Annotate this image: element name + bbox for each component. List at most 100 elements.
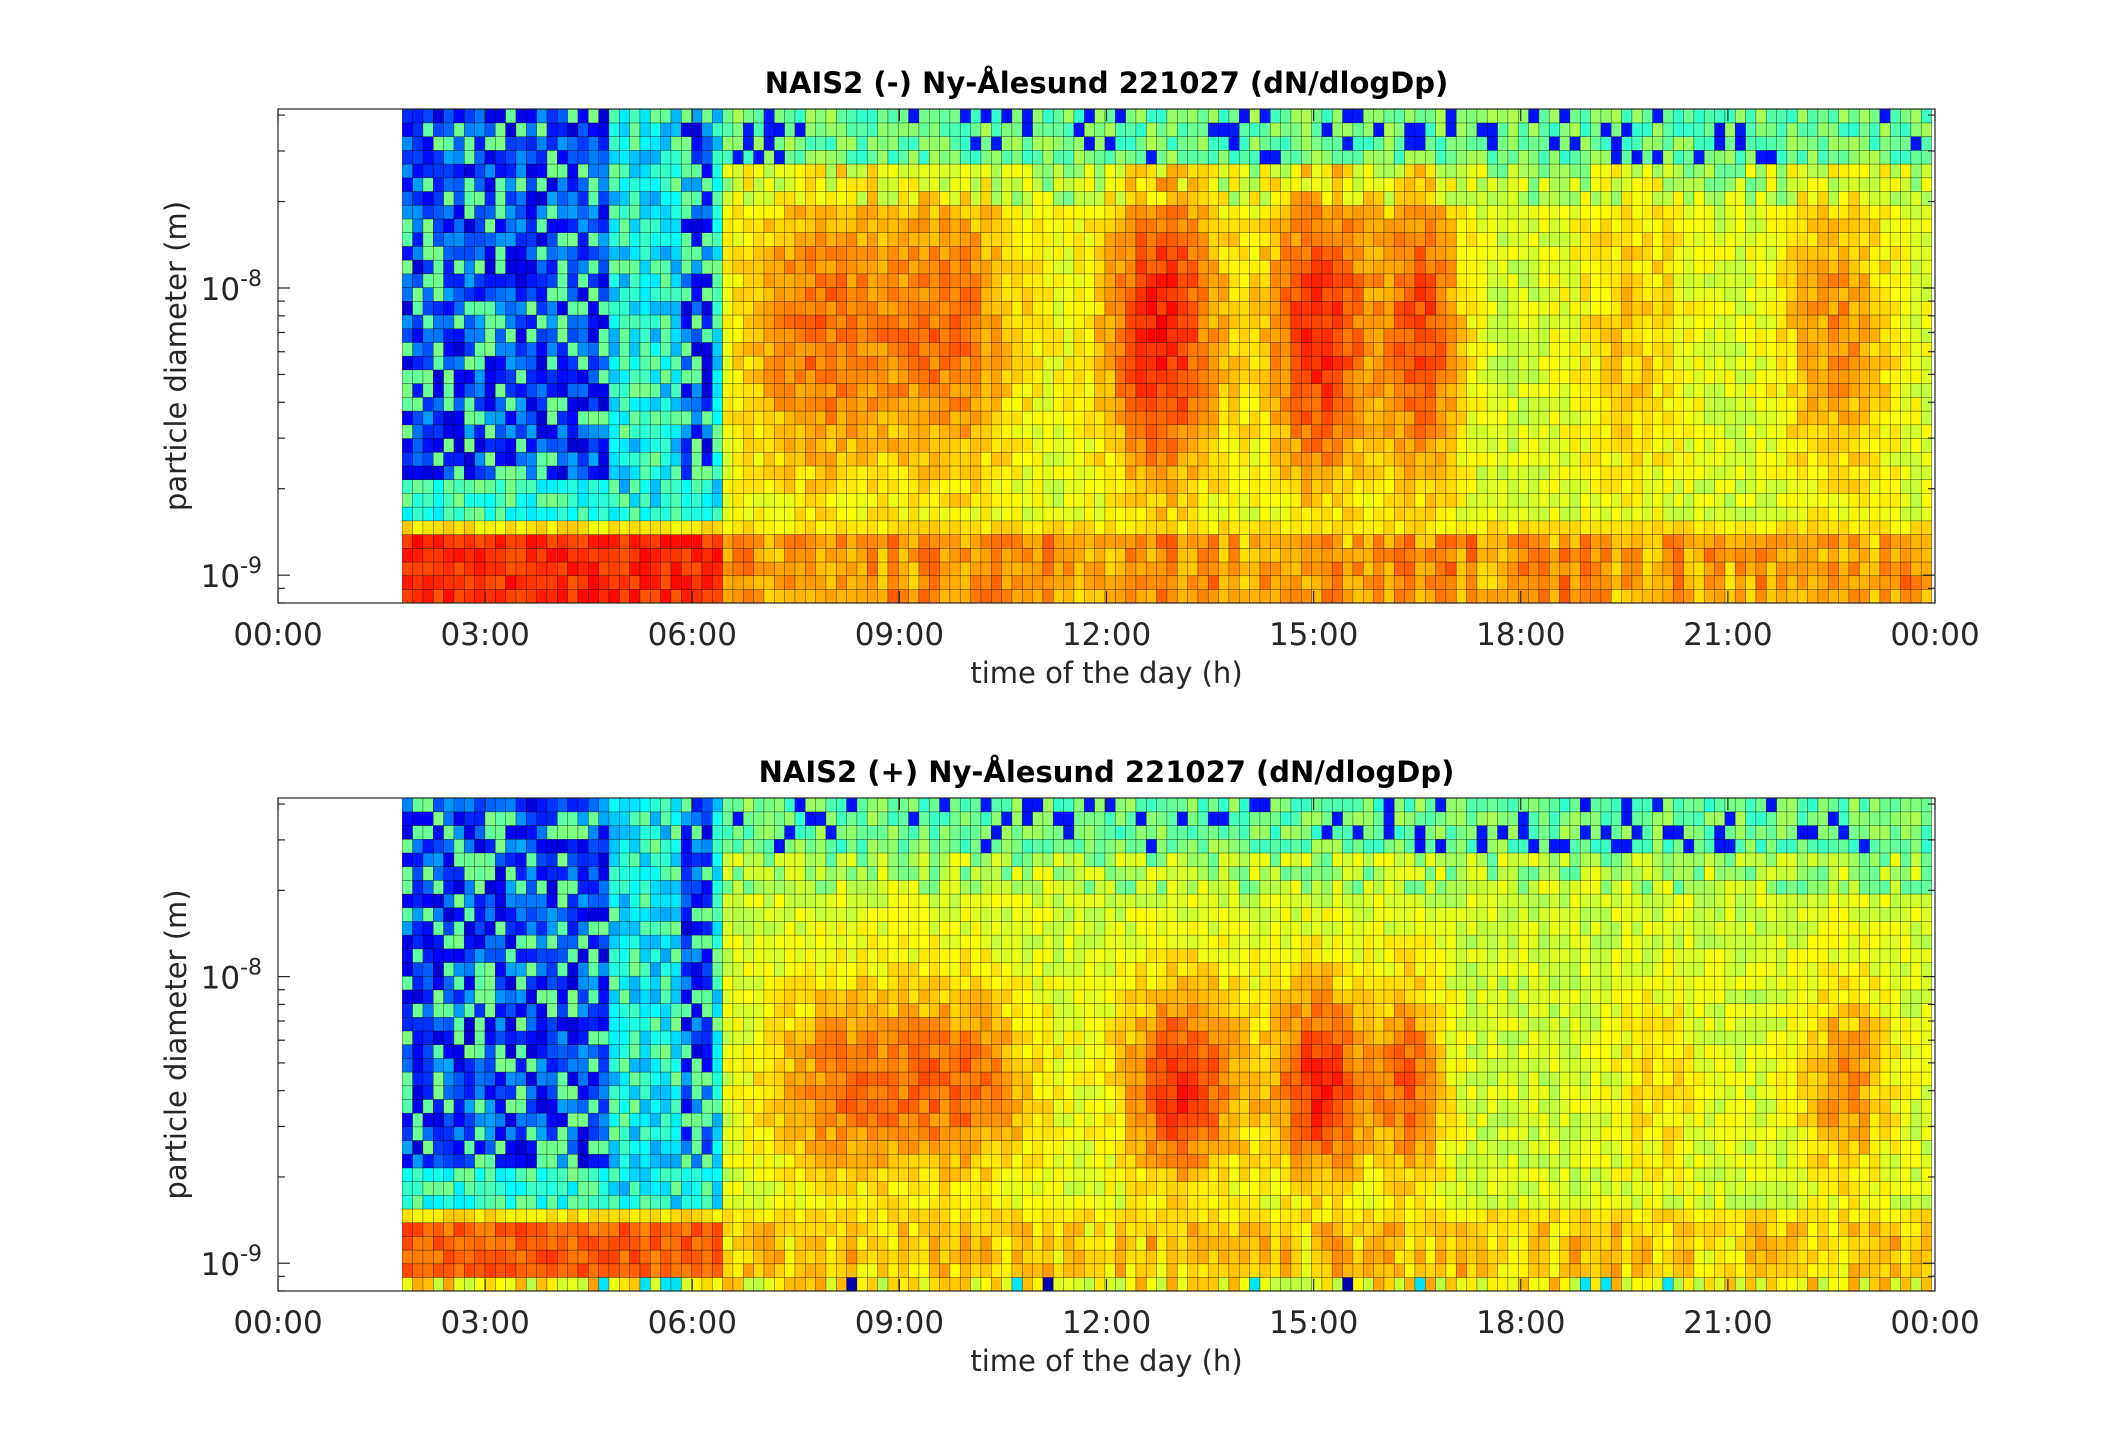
heatmap-cell [1641,396,1654,412]
heatmap-cell [598,300,610,316]
heatmap-cell [1280,259,1292,275]
heatmap-cell [1166,204,1178,220]
heatmap-cell [484,218,496,233]
heatmap-cell [918,287,930,302]
heatmap-cell [1187,136,1199,151]
heatmap-cell [1218,369,1230,384]
heatmap-cell [1538,149,1550,165]
heatmap-cell [773,534,786,549]
heatmap-cell [525,136,538,151]
heatmap-cell [990,204,1003,220]
heatmap-cell [1559,547,1571,563]
heatmap-cell [1001,300,1013,316]
heatmap-cell [1435,561,1447,577]
heatmap-cell [1207,520,1220,535]
heatmap-cell [1827,300,1840,316]
heatmap-cell [525,177,538,192]
heatmap-cell [1734,520,1747,535]
heatmap-cell [1703,122,1716,137]
heatmap-cell [1083,383,1096,398]
heatmap-cell [1817,355,1829,371]
heatmap-cell [505,122,517,137]
heatmap-cell [1466,588,1478,604]
heatmap-cell [1600,149,1612,165]
heatmap-cell [1579,273,1592,288]
heatmap-cell [1652,561,1664,577]
heatmap-cell [908,575,920,590]
heatmap-cell [1507,122,1519,137]
heatmap-cell [1610,561,1623,577]
heatmap-cell [1331,534,1344,549]
heatmap-cell [794,520,806,535]
heatmap-cell [804,424,817,439]
heatmap-cell [1817,287,1829,302]
heatmap-cell [1197,218,1209,233]
heatmap-cell [1300,588,1313,604]
heatmap-cell [1393,424,1406,439]
heatmap-cell [877,465,889,480]
heatmap-cell [474,108,486,124]
heatmap-cell [794,328,806,343]
heatmap-cell [1497,534,1509,549]
heatmap-cell [401,287,414,302]
heatmap-cell [742,108,755,124]
heatmap-cell [1693,479,1705,494]
heatmap-cell [1032,547,1044,563]
heatmap-cell [1714,534,1726,549]
heatmap-cell [1455,204,1468,220]
heatmap-cell [649,479,662,494]
heatmap-cell [763,218,775,233]
heatmap-cell [618,547,631,563]
heatmap-cell [794,287,806,302]
heatmap-cell [846,328,858,343]
heatmap-cell [1796,177,1809,192]
heatmap-cell [1259,575,1271,590]
heatmap-cell [1827,520,1840,535]
heatmap-cell [1538,547,1550,563]
heatmap-cell [1548,218,1561,233]
heatmap-cell [1631,122,1643,137]
heatmap-cell [1166,245,1178,261]
heatmap-cell [939,396,951,412]
heatmap-cell [1393,479,1406,494]
heatmap-cell [1590,108,1602,124]
heatmap-cell [1579,534,1592,549]
heatmap-cell [711,575,724,590]
heatmap-cell [1807,438,1819,453]
heatmap-cell [1817,492,1829,508]
heatmap-cell [1641,108,1654,124]
heatmap-cell [649,547,662,563]
heatmap-cell [1083,204,1096,220]
heatmap-cell [1331,547,1344,563]
heatmap-cell [1652,149,1664,165]
heatmap-cell [1734,300,1747,316]
heatmap-cell [763,438,775,453]
heatmap-cell [587,465,600,480]
heatmap-cell [1083,369,1096,384]
heatmap-cell [1094,369,1106,384]
heatmap-cell [939,273,951,288]
heatmap-cell [691,465,703,480]
heatmap-cell [970,355,982,371]
heatmap-cell [1145,191,1158,206]
heatmap-cell [1342,396,1354,412]
heatmap-cell [494,259,507,275]
heatmap-cell [1631,245,1643,261]
heatmap-cell [1032,218,1044,233]
heatmap-cell [1001,479,1013,494]
heatmap-cell [949,163,961,179]
heatmap-cell [546,355,558,371]
heatmap-cell [629,451,641,467]
heatmap-cell [1745,506,1757,522]
heatmap-cell [1703,355,1716,371]
heatmap-cell [649,424,662,439]
heatmap-cell [556,273,569,288]
heatmap-cell [1362,355,1375,371]
heatmap-cell [908,287,920,302]
heatmap-cell [1021,369,1034,384]
heatmap-cell [815,383,827,398]
heatmap-cell [1166,506,1178,522]
heatmap-cell [1610,149,1623,165]
heatmap-cell [846,561,858,577]
heatmap-cell [1373,204,1385,220]
